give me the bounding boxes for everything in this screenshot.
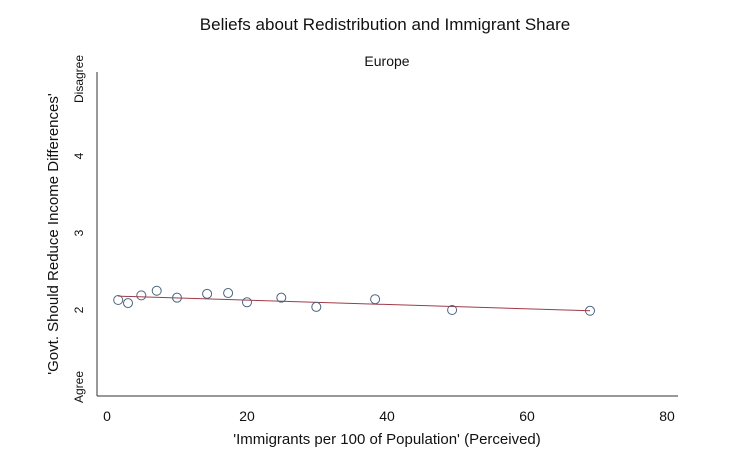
y-tick-label: 3: [72, 229, 86, 236]
y-tick-label: Disagree: [72, 55, 86, 103]
data-point: [276, 292, 287, 303]
y-axis-label: 'Govt. Should Reduce Income Differences': [45, 93, 62, 375]
data-point: [585, 305, 595, 316]
data-point: [311, 301, 322, 312]
chart-subtitle: Europe: [364, 53, 409, 69]
y-tick-label: 2: [72, 306, 86, 313]
x-tick-label: 60: [519, 408, 535, 424]
data-point: [136, 290, 147, 301]
data-point: [123, 298, 133, 309]
x-axis-label: 'Immigrants per 100 of Population' (Perc…: [233, 431, 541, 448]
data-point: [223, 288, 234, 299]
data-point: [370, 294, 381, 305]
x-tick-label: 40: [379, 408, 395, 424]
fit-line: [118, 295, 591, 312]
data-point: [151, 285, 162, 296]
data-point: [447, 305, 458, 315]
data-point: [113, 294, 124, 305]
chart-title: Beliefs about Redistribution and Immigra…: [200, 15, 570, 34]
x-tick-label: 80: [659, 408, 675, 424]
y-tick-label: 4: [72, 152, 86, 159]
x-tick-label: 20: [239, 408, 255, 424]
data-point: [202, 288, 213, 299]
x-tick-label: 0: [103, 408, 111, 424]
data-point: [172, 292, 182, 303]
y-tick-label: Agree: [72, 371, 86, 403]
data-point: [242, 297, 252, 308]
